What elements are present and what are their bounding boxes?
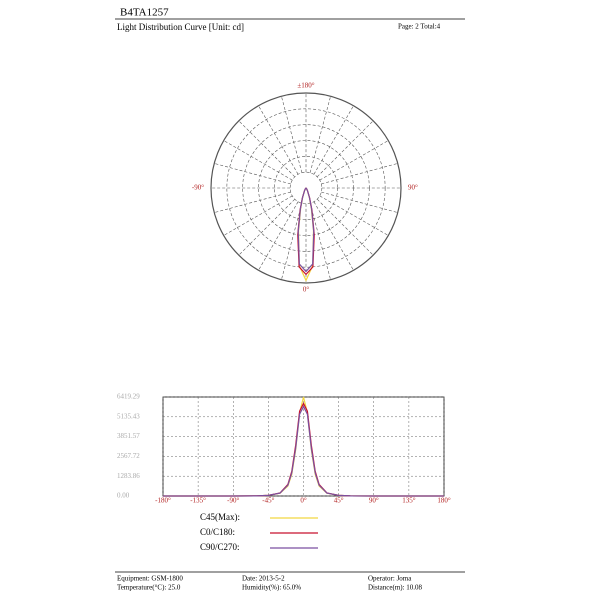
- polar-ring: [226, 108, 386, 268]
- x-tick-label: -135°: [190, 497, 206, 505]
- footer-item: Operator: Joma: [368, 575, 412, 583]
- polar-spoke: [238, 198, 296, 256]
- polar-spoke: [214, 191, 291, 213]
- polar-curve: [297, 187, 315, 273]
- page-number: Page: 2 Total:4: [398, 23, 441, 31]
- polar-ring: [289, 171, 323, 205]
- polar-spoke: [319, 195, 389, 236]
- polar-spoke: [223, 140, 293, 181]
- polar-spoke: [321, 163, 398, 185]
- y-tick-label: 0.00: [117, 492, 130, 500]
- legend-label: C90/C270:: [200, 542, 240, 552]
- x-tick-label: 180°: [437, 497, 451, 505]
- polar-spoke: [281, 203, 303, 280]
- polar-spoke: [313, 201, 354, 271]
- y-tick-label: 2567.72: [117, 452, 140, 460]
- x-tick-label: 135°: [402, 497, 416, 505]
- polar-spoke: [238, 120, 296, 178]
- footer-item: Temperature(°C): 25.0: [117, 584, 181, 592]
- x-tick-label: 0°: [300, 497, 307, 505]
- polar-spoke: [313, 105, 354, 175]
- polar-spoke: [316, 198, 374, 256]
- polar-spoke: [316, 120, 374, 178]
- polar-spoke: [214, 163, 291, 185]
- series-line: [163, 405, 444, 497]
- legend-label: C45(Max):: [200, 512, 240, 522]
- legend-label: C0/C180:: [200, 527, 235, 537]
- polar-spoke: [319, 140, 389, 181]
- polar-spoke: [223, 195, 293, 236]
- polar-tick-label: 90°: [408, 184, 418, 192]
- y-tick-label: 1283.86: [117, 472, 140, 480]
- polar-tick-label: -90°: [192, 184, 204, 192]
- polar-tick-label: ±180°: [297, 82, 314, 90]
- footer-item: Humidity(%): 65.0%: [242, 584, 301, 592]
- x-tick-label: -45°: [262, 497, 274, 505]
- polar-spoke: [309, 203, 331, 280]
- y-tick-label: 5135.43: [117, 412, 140, 420]
- doc-subtitle: Light Distribution Curve [Unit: cd]: [117, 22, 244, 32]
- polar-spoke: [258, 201, 299, 271]
- y-tick-label: 6419.29: [117, 393, 140, 401]
- x-tick-label: 90°: [369, 497, 379, 505]
- footer-item: Date: 2013-5-2: [242, 575, 285, 583]
- doc-title: B4TA1257: [120, 7, 169, 19]
- polar-spoke: [281, 96, 303, 173]
- footer-item: Distance(m): 10.08: [368, 584, 423, 592]
- polar-spoke: [258, 105, 299, 175]
- polar-ring: [210, 92, 402, 284]
- footer-item: Equipment: GSM-1800: [117, 575, 183, 583]
- x-tick-label: 45°: [334, 497, 344, 505]
- y-tick-label: 3851.57: [117, 432, 140, 440]
- x-tick-label: -180°: [155, 497, 171, 505]
- polar-spoke: [309, 96, 331, 173]
- polar-spoke: [321, 191, 398, 213]
- x-tick-label: -90°: [227, 497, 239, 505]
- polar-tick-label: 0°: [303, 286, 310, 294]
